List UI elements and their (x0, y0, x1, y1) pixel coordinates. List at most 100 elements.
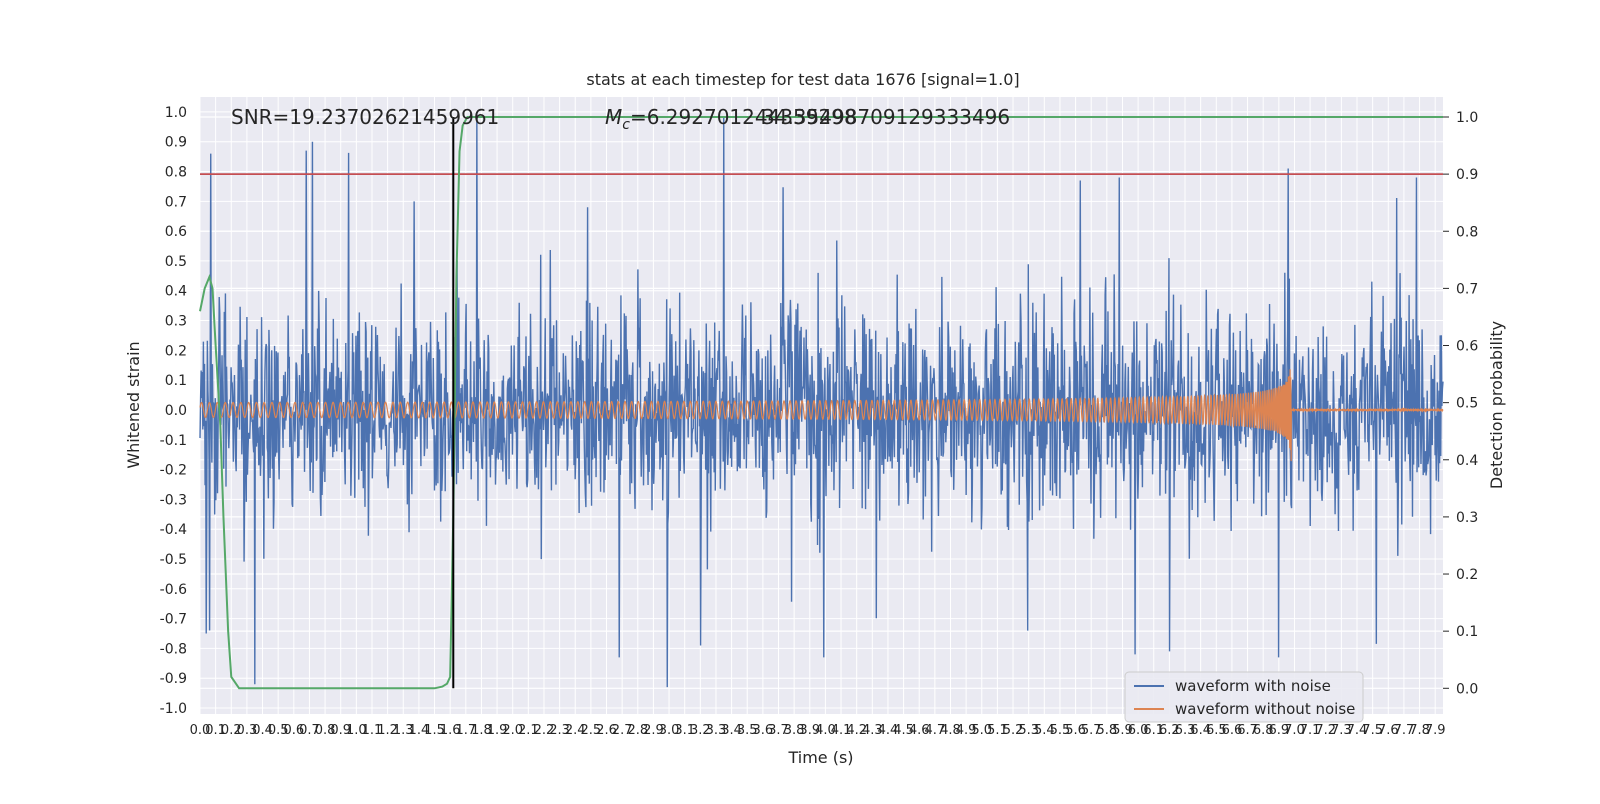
x-tick-label: 2.0 (502, 723, 523, 738)
chart-title: stats at each timestep for test data 167… (586, 70, 1019, 89)
x-tick-label: 2.4 (565, 723, 586, 738)
legend-label-clean: waveform without noise (1175, 700, 1355, 718)
x-tick-label: 3.2 (690, 723, 711, 738)
x-tick-label: 6.2 (1159, 723, 1180, 738)
x-tick-label: 1.6 (440, 723, 461, 738)
y-tick-label: 1.0 (165, 105, 187, 121)
x-tick-label: 0.0 (190, 723, 211, 738)
x-tick-label: 5.1 (987, 723, 1008, 738)
x-tick-label: 2.5 (581, 723, 602, 738)
y-axis-label: Whitened strain (124, 341, 143, 468)
y-tick-label: -1.0 (160, 701, 187, 717)
chirp-mass-annotation: Mc=6.292701244359298 (605, 105, 857, 133)
x-tick-label: 2.9 (643, 723, 664, 738)
x-tick-label: 1.8 (471, 723, 492, 738)
x-tick-label: 6.3 (1175, 723, 1196, 738)
y-tick-label: -0.7 (160, 612, 187, 628)
y-tick-label: 0.4 (165, 284, 187, 300)
x-tick-label: 4.5 (893, 723, 914, 738)
x-tick-label: 0.1 (205, 723, 226, 738)
series-waveform-with-noise (199, 111, 1444, 688)
x-tick-label: 1.1 (362, 723, 383, 738)
y-tick-label: 0.9 (165, 135, 187, 151)
x-tick-label: 5.2 (1003, 723, 1024, 738)
x-tick-label: 7.4 (1347, 723, 1368, 738)
y2-tick-label: 0.0 (1456, 681, 1478, 697)
x-tick-label: 0.7 (299, 723, 320, 738)
y2-axis-label: Detection probability (1487, 321, 1506, 489)
x-tick-label: 3.6 (753, 723, 774, 738)
y-tick-label: 0.3 (165, 314, 187, 330)
y-tick-label: 0.7 (165, 194, 187, 210)
x-tick-label: 4.0 (815, 723, 836, 738)
x-tick-label: 5.7 (1081, 723, 1102, 738)
y-tick-label: -0.5 (160, 552, 187, 568)
y-tick-label: -0.1 (160, 433, 187, 449)
series-detection-probability (199, 116, 1443, 690)
x-tick-label: 0.8 (315, 723, 336, 738)
x-tick-label: 1.4 (409, 723, 430, 738)
x-tick-label: 5.5 (1050, 723, 1071, 738)
x-tick-label: 1.9 (487, 723, 508, 738)
x-tick-label: 7.5 (1362, 723, 1383, 738)
x-tick-label: 2.7 (612, 723, 633, 738)
x-tick-label: 0.2 (221, 723, 242, 738)
x-tick-label: 4.9 (956, 723, 977, 738)
y-tick-label: 0.2 (165, 343, 187, 359)
y-tick-label: -0.6 (160, 582, 187, 598)
x-tick-label: 5.0 (971, 723, 992, 738)
x-tick-label: 6.8 (1253, 723, 1274, 738)
y-tick-label: -0.9 (160, 671, 187, 687)
x-tick-label: 6.1 (1143, 723, 1164, 738)
y2-tick-label: 0.6 (1456, 339, 1478, 355)
x-tick-label: 0.4 (252, 723, 273, 738)
y2-tick-label: 0.4 (1456, 453, 1478, 469)
x-tick-label: 4.8 (940, 723, 961, 738)
x-tick-label: 0.9 (330, 723, 351, 738)
x-tick-label: 5.6 (1065, 723, 1086, 738)
x-tick-label: 3.3 (706, 723, 727, 738)
chirp-mass-extra-annotation: 34.35498709129333496 (762, 105, 1010, 129)
x-tick-label: 4.4 (878, 723, 899, 738)
y-tick-label: 0.6 (165, 224, 187, 240)
y-tick-label: -0.3 (160, 492, 187, 508)
x-tick-label: 5.9 (1112, 723, 1133, 738)
x-tick-label: 7.8 (1409, 723, 1430, 738)
x-tick-label: 4.1 (831, 723, 852, 738)
x-tick-label: 6.7 (1237, 723, 1258, 738)
x-tick-label: 6.0 (1128, 723, 1149, 738)
y2-tick-label: 0.2 (1456, 567, 1478, 583)
y2-tick-label: 0.8 (1456, 224, 1478, 240)
y2-tick-label: 0.3 (1456, 510, 1478, 526)
x-tick-label: 3.8 (784, 723, 805, 738)
x-tick-labels: 0.00.10.20.30.40.50.60.70.80.91.01.11.21… (190, 723, 1446, 738)
y2-tick-label: 1.0 (1456, 110, 1478, 126)
x-tick-label: 2.1 (518, 723, 539, 738)
x-tick-label: 7.1 (1300, 723, 1321, 738)
x-tick-label: 1.3 (393, 723, 414, 738)
x-tick-label: 5.4 (1034, 723, 1055, 738)
x-tick-label: 7.2 (1315, 723, 1336, 738)
y-tick-label: -0.2 (160, 463, 187, 479)
legend: waveform with noise waveform without noi… (1124, 671, 1364, 723)
snr-annotation: SNR=19.23702621459961 (231, 105, 499, 129)
x-tick-label: 3.5 (737, 723, 758, 738)
x-tick-label: 5.3 (1018, 723, 1039, 738)
x-tick-label: 4.3 (862, 723, 883, 738)
chirp-mass-subscript: c (622, 117, 630, 133)
y-tick-label: -0.8 (160, 641, 187, 657)
x-tick-label: 0.3 (237, 723, 258, 738)
y2-tick-label: 0.9 (1456, 167, 1478, 183)
legend-label-noise: waveform with noise (1175, 677, 1331, 695)
y2-tick-labels: 0.0 0.1 0.2 0.3 0.4 0.5 0.6 0.7 0.8 0.9 1.0 (1443, 110, 1478, 697)
y-tick-label: 0.0 (165, 403, 187, 419)
x-tick-label: 0.5 (268, 723, 289, 738)
x-tick-label: 1.0 (346, 723, 367, 738)
x-tick-label: 3.9 (799, 723, 820, 738)
x-tick-label: 1.2 (377, 723, 398, 738)
x-axis-label: Time (s) (787, 748, 853, 767)
y2-tick-label: 0.7 (1456, 281, 1478, 297)
chirp-mass-value: =6.292701244359298 (630, 105, 857, 129)
series-waveform-without-noise (199, 369, 1444, 462)
